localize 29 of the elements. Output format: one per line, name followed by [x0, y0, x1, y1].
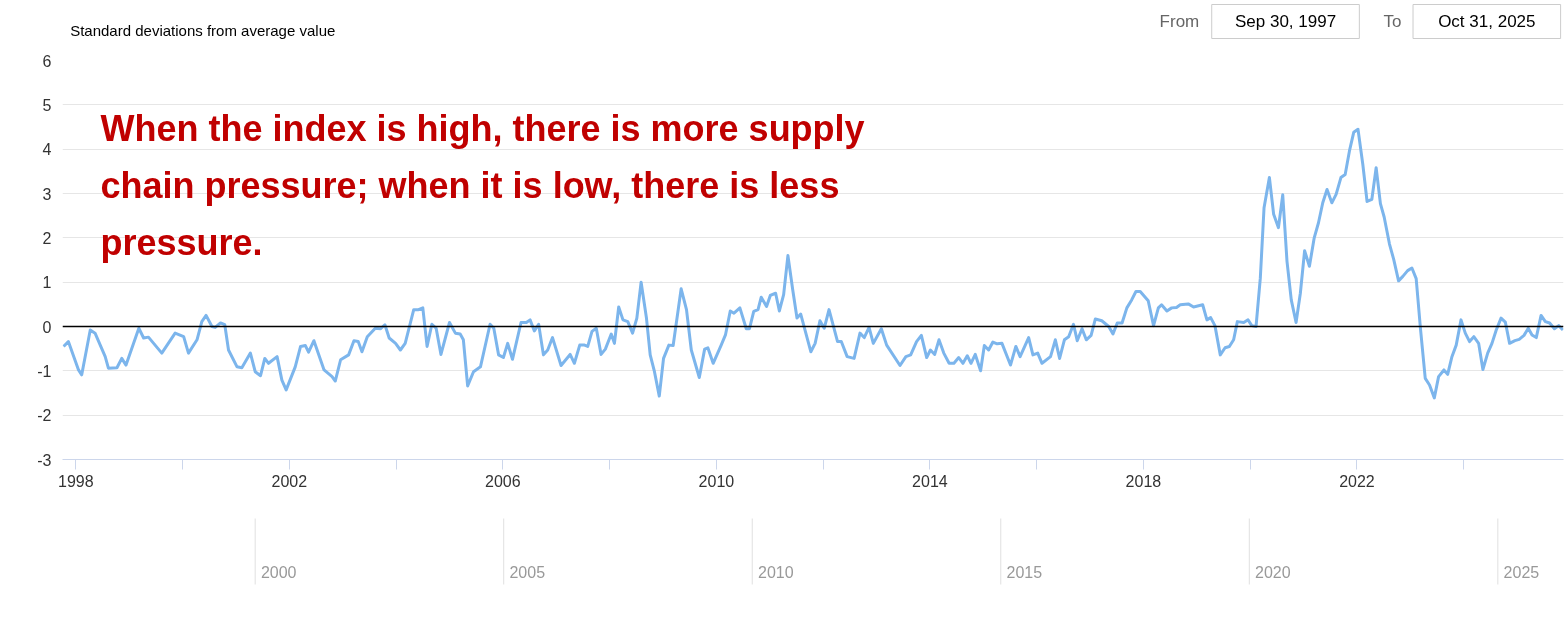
text: 2000 — [260, 563, 297, 581]
y-tick-label: 2 — [42, 229, 52, 247]
x-tick-label: 2002 — [271, 472, 308, 490]
x-tick-label: 2010 — [698, 472, 735, 490]
text: Sep 30, 1997 — [1234, 12, 1337, 31]
y-tick-label: 0 — [42, 318, 52, 336]
x-tick-label: 2022 — [1339, 472, 1375, 490]
y-tick-label: 4 — [42, 141, 52, 159]
text: 2025 — [1503, 563, 1540, 581]
text: To — [1383, 12, 1402, 31]
y-tick-label: 1 — [42, 274, 52, 292]
y-axis-title: Standard deviations from average value — [70, 22, 336, 39]
x-tick-label: 2006 — [485, 472, 521, 490]
y-tick-label: -1 — [37, 362, 52, 380]
text: 2010 — [757, 563, 794, 581]
y-tick-label: 6 — [42, 52, 52, 70]
text: 2020 — [1255, 563, 1291, 581]
x-tick-label: 1998 — [58, 472, 94, 490]
text: From — [1159, 12, 1200, 31]
text: 2015 — [1006, 563, 1043, 581]
annotation: When the index is high, there is more supply chain pressure; when it is low, there is less pressure. — [100, 108, 865, 263]
y-tick-label: 5 — [42, 96, 52, 114]
y-tick-label: -2 — [37, 407, 52, 425]
text: 2005 — [509, 563, 546, 581]
y-tick-label: -3 — [37, 451, 52, 469]
x-tick-label: 2014 — [912, 472, 948, 490]
text: Oct 31, 2025 — [1438, 12, 1536, 31]
y-tick-label: 3 — [42, 185, 52, 203]
x-tick-label: 2018 — [1125, 472, 1162, 490]
